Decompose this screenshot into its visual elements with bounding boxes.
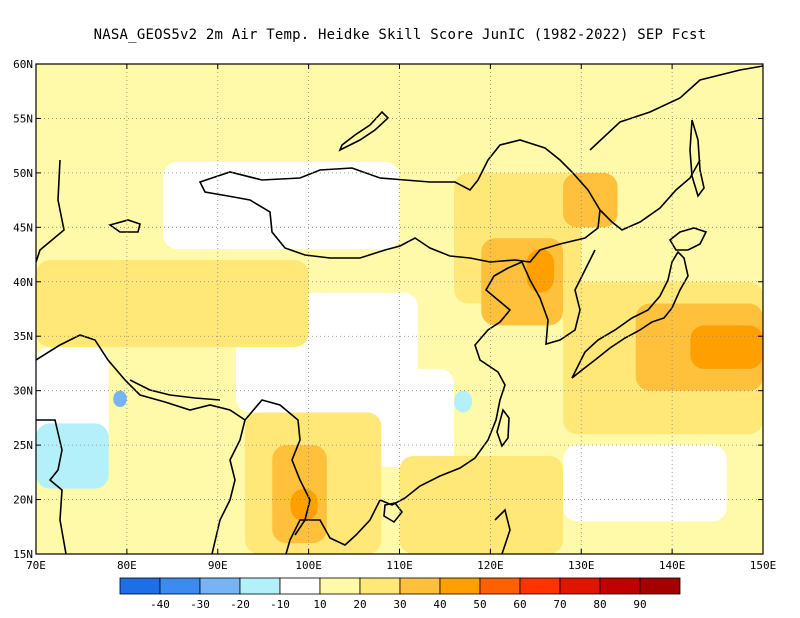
lat-label: 25N bbox=[13, 439, 33, 452]
colorbar-swatch bbox=[439, 577, 481, 595]
lon-label: 100E bbox=[295, 559, 322, 572]
lon-label: 130E bbox=[568, 559, 595, 572]
colorbar-swatch bbox=[159, 577, 201, 595]
colorbar-labels: -40 -30 -20 -10 10 20 30 40 50 60 70 80 90 bbox=[150, 598, 647, 611]
axis-ticks bbox=[35, 63, 764, 555]
colorbar-label: 50 bbox=[473, 598, 486, 611]
lat-label: 20N bbox=[13, 494, 33, 507]
colorbar-label: -20 bbox=[230, 598, 250, 611]
indochina-coast bbox=[285, 499, 381, 554]
colorbar-swatch bbox=[479, 577, 521, 595]
lat-label: 50N bbox=[13, 167, 33, 180]
map-gridlines bbox=[36, 64, 763, 554]
lat-label: 30N bbox=[13, 385, 33, 398]
shaded-region bbox=[454, 390, 473, 413]
shaded-region bbox=[563, 445, 727, 522]
colorbar-label: 60 bbox=[513, 598, 526, 611]
shaded-region bbox=[36, 260, 309, 348]
mongolia-border bbox=[198, 139, 601, 263]
colorbar-label: -30 bbox=[190, 598, 210, 611]
longitude-labels: 70E 80E 90E 100E 110E 120E 130E 140E 150E bbox=[26, 559, 776, 572]
colorbar-label: 10 bbox=[313, 598, 326, 611]
colorbar-swatch bbox=[599, 577, 641, 595]
shaded-region bbox=[290, 488, 318, 522]
lon-label: 120E bbox=[477, 559, 504, 572]
colorbar bbox=[119, 577, 681, 595]
colorbar-label: 40 bbox=[433, 598, 446, 611]
shaded-region bbox=[690, 325, 763, 369]
lon-label: 150E bbox=[750, 559, 777, 572]
colorbar-swatch bbox=[359, 577, 401, 595]
colorbar-label: 30 bbox=[393, 598, 406, 611]
japan-coast bbox=[571, 250, 689, 379]
colorbar-swatch bbox=[119, 577, 161, 595]
shaded-region bbox=[526, 249, 554, 293]
colorbar-label: -40 bbox=[150, 598, 170, 611]
colorbar-swatch bbox=[559, 577, 601, 595]
shaded-region bbox=[399, 456, 564, 554]
lat-label: 60N bbox=[13, 58, 33, 71]
colorbar-label: 80 bbox=[593, 598, 606, 611]
colorbar-swatch bbox=[399, 577, 441, 595]
india-coast bbox=[36, 334, 246, 554]
lon-label: 90E bbox=[208, 559, 228, 572]
lon-label: 110E bbox=[386, 559, 413, 572]
lat-label: 40N bbox=[13, 276, 33, 289]
lat-label: 35N bbox=[13, 330, 33, 343]
lon-label: 80E bbox=[117, 559, 137, 572]
lat-label: 15N bbox=[13, 548, 33, 561]
colorbar-swatch bbox=[199, 577, 241, 595]
taiwan-coast bbox=[496, 408, 510, 448]
colorbar-label: -10 bbox=[270, 598, 290, 611]
lat-label: 45N bbox=[13, 221, 33, 234]
colorbar-swatch bbox=[239, 577, 281, 595]
map-title: NASA_GEOS5v2 2m Air Temp. Heidke Skill S… bbox=[93, 27, 707, 43]
korea-coast bbox=[521, 249, 596, 346]
shaded-region bbox=[113, 390, 127, 407]
colorbar-swatch bbox=[319, 577, 361, 595]
colorbar-swatch bbox=[639, 577, 681, 595]
colorbar-label: 20 bbox=[353, 598, 366, 611]
latitude-labels: 15N 20N 25N 30N 35N 40N 45N 50N 55N 60N bbox=[13, 58, 33, 561]
china-coast bbox=[379, 261, 523, 506]
coastlines bbox=[36, 65, 763, 554]
lon-label: 70E bbox=[26, 559, 46, 572]
lon-label: 140E bbox=[659, 559, 686, 572]
colorbar-label: 90 bbox=[633, 598, 646, 611]
shaded-region bbox=[163, 162, 400, 250]
colorbar-label: 70 bbox=[553, 598, 566, 611]
colorbar-swatch bbox=[519, 577, 561, 595]
lat-label: 55N bbox=[13, 112, 33, 125]
colorbar-swatch bbox=[279, 577, 321, 595]
shaded-region bbox=[36, 423, 109, 489]
